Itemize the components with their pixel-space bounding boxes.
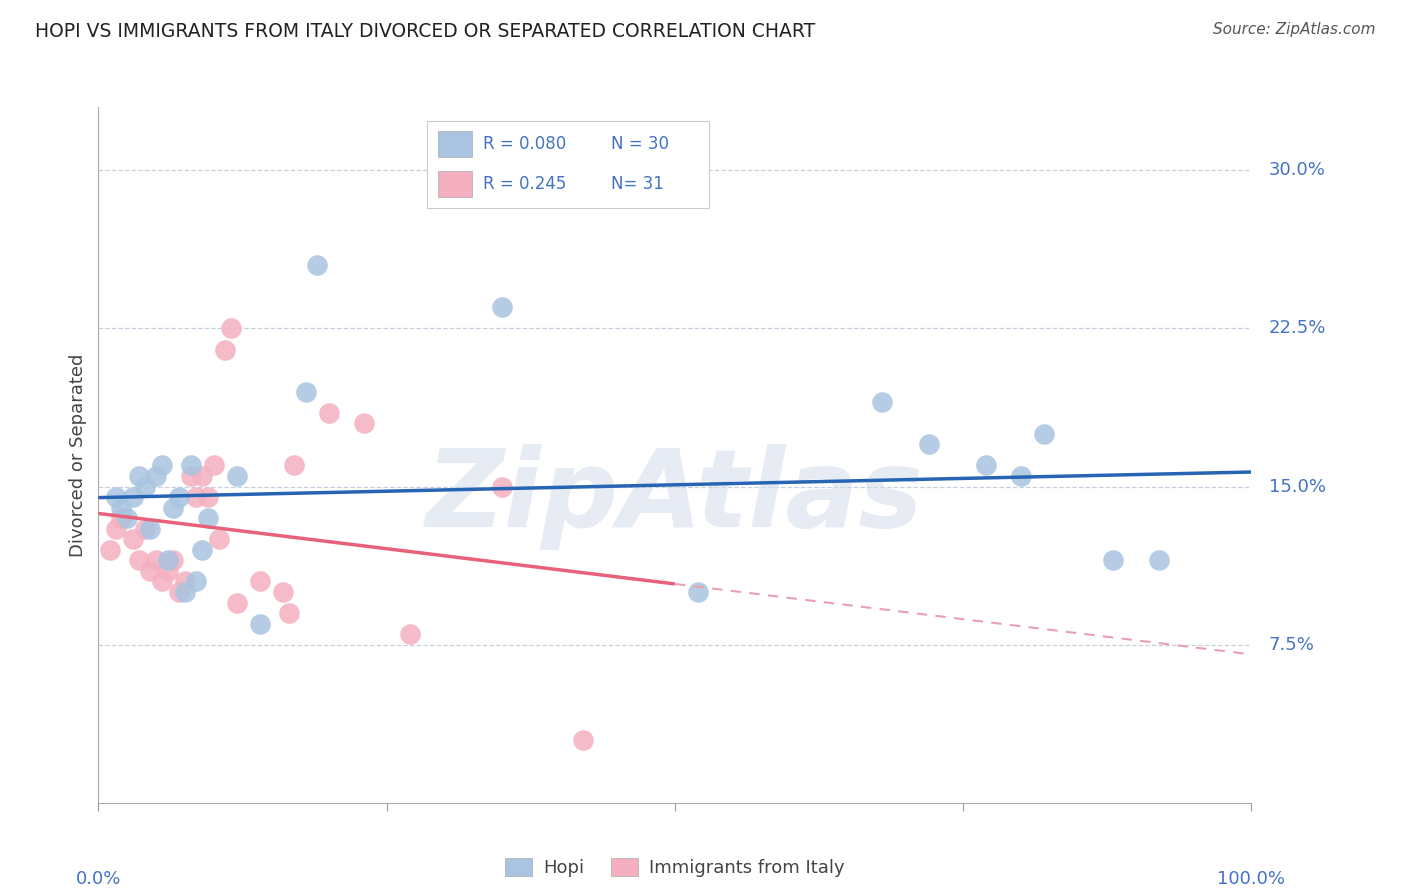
Point bbox=[917, 437, 939, 451]
Point bbox=[686, 585, 709, 599]
Text: 22.5%: 22.5% bbox=[1268, 319, 1326, 337]
Point bbox=[139, 564, 162, 578]
Text: ZipAtlas: ZipAtlas bbox=[426, 444, 924, 550]
Point bbox=[271, 585, 294, 599]
Point bbox=[134, 522, 156, 536]
Legend: Hopi, Immigrants from Italy: Hopi, Immigrants from Italy bbox=[498, 850, 852, 884]
Point bbox=[186, 574, 208, 589]
Point bbox=[110, 511, 132, 525]
Point bbox=[197, 511, 219, 525]
Text: 15.0%: 15.0% bbox=[1268, 477, 1326, 496]
Point bbox=[225, 595, 247, 609]
Point bbox=[491, 301, 513, 315]
Point bbox=[1032, 426, 1054, 441]
Point bbox=[134, 479, 156, 493]
Text: 7.5%: 7.5% bbox=[1268, 636, 1315, 654]
Point bbox=[1147, 553, 1170, 567]
Point bbox=[491, 479, 513, 493]
Point bbox=[1102, 553, 1125, 567]
Point bbox=[128, 469, 150, 483]
Point bbox=[174, 585, 197, 599]
Text: 100.0%: 100.0% bbox=[1218, 871, 1285, 888]
Point bbox=[318, 406, 340, 420]
Y-axis label: Divorced or Separated: Divorced or Separated bbox=[69, 353, 87, 557]
Point bbox=[249, 616, 271, 631]
Point bbox=[249, 574, 271, 589]
Point bbox=[208, 533, 231, 547]
Text: 0.0%: 0.0% bbox=[76, 871, 121, 888]
Text: 30.0%: 30.0% bbox=[1268, 161, 1326, 179]
Point bbox=[571, 732, 593, 747]
Point bbox=[872, 395, 894, 409]
Point bbox=[162, 553, 184, 567]
Point bbox=[197, 490, 219, 504]
Point bbox=[162, 500, 184, 515]
Point bbox=[167, 585, 190, 599]
Point bbox=[145, 469, 167, 483]
Point bbox=[139, 522, 162, 536]
Point bbox=[202, 458, 225, 473]
Point bbox=[191, 469, 214, 483]
Point bbox=[186, 490, 208, 504]
Point bbox=[974, 458, 997, 473]
Point bbox=[167, 490, 190, 504]
Point bbox=[156, 553, 179, 567]
Point bbox=[214, 343, 236, 357]
Text: HOPI VS IMMIGRANTS FROM ITALY DIVORCED OR SEPARATED CORRELATION CHART: HOPI VS IMMIGRANTS FROM ITALY DIVORCED O… bbox=[35, 22, 815, 41]
Point bbox=[145, 553, 167, 567]
Text: Source: ZipAtlas.com: Source: ZipAtlas.com bbox=[1212, 22, 1375, 37]
Point bbox=[191, 542, 214, 557]
Point bbox=[353, 417, 375, 431]
Point bbox=[98, 542, 121, 557]
Point bbox=[1010, 469, 1032, 483]
Point bbox=[122, 533, 145, 547]
Point bbox=[150, 458, 173, 473]
Point bbox=[398, 627, 420, 641]
Point bbox=[122, 490, 145, 504]
Point bbox=[174, 574, 197, 589]
Point bbox=[277, 606, 299, 620]
Point bbox=[150, 574, 173, 589]
Point bbox=[295, 384, 318, 399]
Point bbox=[219, 321, 242, 335]
Point bbox=[156, 564, 179, 578]
Point bbox=[180, 469, 202, 483]
Point bbox=[104, 490, 127, 504]
Point bbox=[225, 469, 247, 483]
Point bbox=[180, 458, 202, 473]
Point bbox=[283, 458, 305, 473]
Point bbox=[110, 500, 132, 515]
Point bbox=[104, 522, 127, 536]
Point bbox=[307, 258, 329, 272]
Point bbox=[128, 553, 150, 567]
Point bbox=[117, 511, 139, 525]
